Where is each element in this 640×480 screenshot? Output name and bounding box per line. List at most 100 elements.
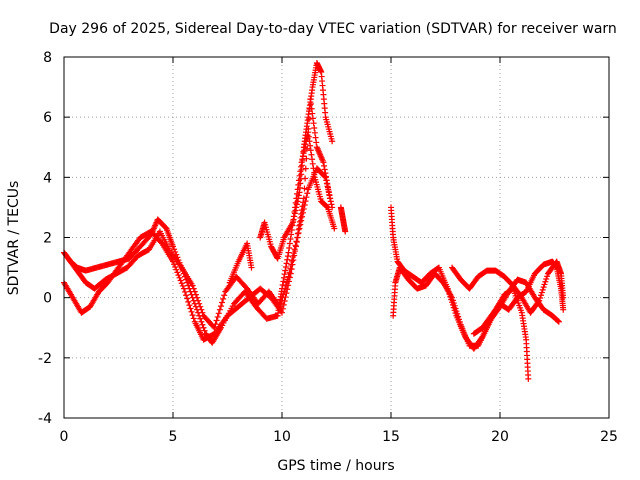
data-point-plus xyxy=(179,282,186,289)
data-point-plus xyxy=(279,305,286,312)
data-point-plus xyxy=(176,274,183,281)
data-point-plus xyxy=(197,303,204,310)
data-point-plus xyxy=(174,269,181,276)
y-tick-label: -2 xyxy=(38,351,52,367)
data-point-plus xyxy=(302,165,309,172)
data-point-plus xyxy=(320,159,327,166)
data-point-plus xyxy=(178,280,185,287)
data-point-plus xyxy=(535,298,542,305)
y-tick-label: 6 xyxy=(43,110,52,126)
data-point-plus xyxy=(536,297,543,304)
data-point-plus xyxy=(298,217,305,224)
data-point-plus xyxy=(560,306,567,313)
chart-title: Day 296 of 2025, Sidereal Day-to-day VTE… xyxy=(49,21,617,37)
data-point-plus xyxy=(289,254,296,261)
data-point-plus xyxy=(538,289,545,296)
y-tick-label: 0 xyxy=(43,291,52,307)
data-point-plus xyxy=(291,213,298,220)
data-point-plus xyxy=(293,238,300,245)
data-point-plus xyxy=(325,188,332,195)
series-track-10 xyxy=(470,258,567,337)
data-point-plus xyxy=(285,273,292,280)
data-point-plus xyxy=(189,312,196,319)
data-point-plus xyxy=(282,282,289,289)
data-point-plus xyxy=(286,245,293,252)
data-point-plus xyxy=(450,300,457,307)
data-point-plus xyxy=(294,198,301,205)
data-point-plus xyxy=(555,318,562,325)
data-point-plus xyxy=(197,315,204,322)
data-point-plus xyxy=(283,260,290,267)
data-point-plus xyxy=(456,316,463,323)
data-point-plus xyxy=(525,375,532,382)
data-point-plus xyxy=(313,139,320,146)
data-point-plus xyxy=(282,267,289,274)
data-point-plus xyxy=(287,236,294,243)
data-point-plus xyxy=(172,248,179,255)
data-point-plus xyxy=(290,250,297,257)
data-point-plus xyxy=(220,295,227,302)
data-point-plus xyxy=(543,276,550,283)
y-tick-label: -4 xyxy=(38,411,52,427)
x-tick-label: 5 xyxy=(169,429,178,445)
y-tick-label: 2 xyxy=(43,231,52,247)
series-track-8 xyxy=(390,264,532,382)
data-point-plus xyxy=(248,264,255,271)
data-point-plus xyxy=(196,300,203,307)
data-point-plus xyxy=(304,145,311,152)
data-point-plus xyxy=(303,194,310,201)
data-point-plus xyxy=(449,294,456,301)
data-point-plus xyxy=(292,207,299,214)
data-point-plus xyxy=(213,317,220,324)
data-point-plus xyxy=(303,155,310,162)
data-point-plus xyxy=(186,302,193,309)
data-point-plus xyxy=(298,207,305,214)
data-point-plus xyxy=(307,147,314,154)
data-point-plus xyxy=(309,156,316,163)
data-point-plus xyxy=(199,321,206,328)
series-track-6 xyxy=(337,204,349,235)
data-point-plus xyxy=(326,195,333,202)
data-point-plus xyxy=(199,309,206,316)
data-point-plus xyxy=(323,203,330,210)
data-point-plus xyxy=(304,190,311,197)
data-point-plus xyxy=(198,306,205,313)
data-point-plus xyxy=(285,249,292,256)
data-point-plus xyxy=(308,151,315,158)
y-axis-label: SDTVAR / TECUs xyxy=(6,181,22,296)
data-point-plus xyxy=(171,261,178,268)
data-point-plus xyxy=(324,180,331,187)
data-point-plus xyxy=(541,281,548,288)
data-point-plus xyxy=(309,110,316,117)
data-point-plus xyxy=(331,225,338,232)
data-point-plus xyxy=(311,129,318,136)
data-point-plus xyxy=(170,243,176,250)
y-tick-label: 4 xyxy=(43,170,52,186)
data-point-plus xyxy=(282,285,289,292)
data-point-plus xyxy=(300,199,307,206)
data-point-plus xyxy=(190,315,197,322)
data-point-plus xyxy=(455,313,462,320)
data-point-plus xyxy=(278,297,285,304)
data-point-plus xyxy=(177,277,184,284)
data-point-plus xyxy=(280,291,287,298)
data-point-plus xyxy=(328,201,335,208)
data-point-plus xyxy=(291,246,298,253)
data-point-plus xyxy=(192,291,199,298)
data-point-plus xyxy=(554,317,561,324)
data-point-plus xyxy=(321,166,328,173)
data-point-plus xyxy=(279,294,286,301)
data-point-plus xyxy=(304,135,311,142)
data-point-plus xyxy=(188,308,195,315)
data-point-plus xyxy=(276,303,283,310)
data-point-plus xyxy=(292,242,299,249)
data-point-plus xyxy=(171,246,178,253)
data-point-plus xyxy=(312,134,319,141)
data-point-plus xyxy=(456,319,463,326)
data-point-plus xyxy=(454,310,461,317)
data-point-plus xyxy=(281,271,288,278)
data-point-plus xyxy=(219,299,226,306)
data-point-plus xyxy=(300,195,307,202)
data-marks xyxy=(61,60,567,382)
